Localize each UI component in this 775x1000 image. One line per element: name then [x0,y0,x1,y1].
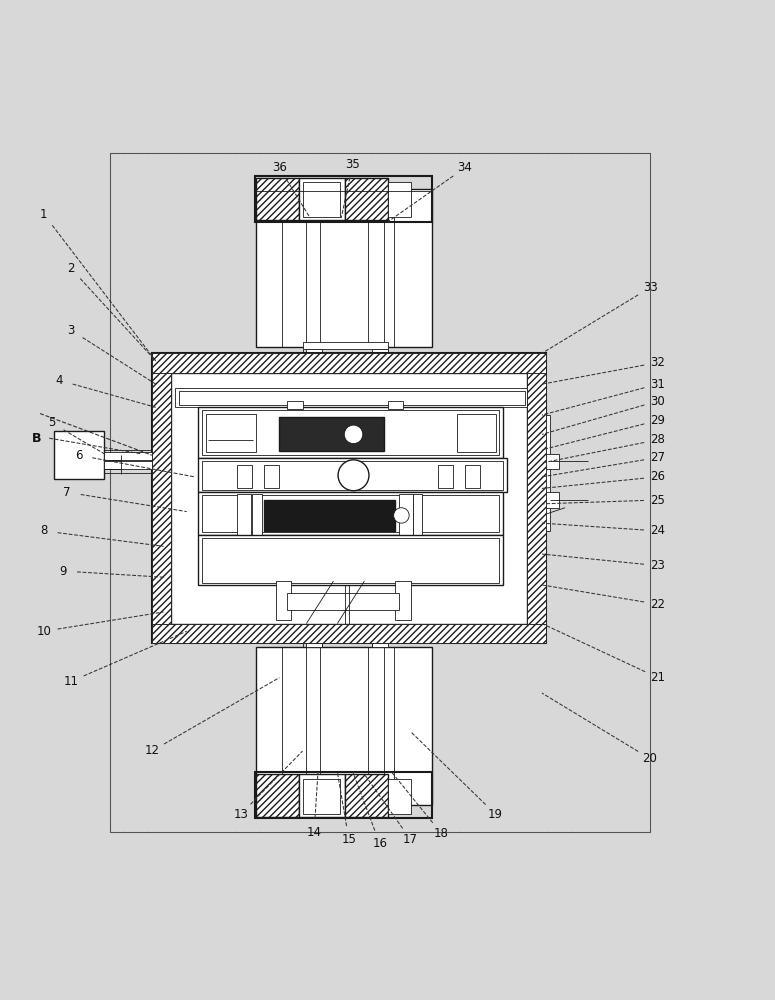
Text: 15: 15 [342,833,356,846]
Text: 1: 1 [40,208,47,221]
Text: 28: 28 [650,433,665,446]
Bar [202,461,503,490]
Bar [545,492,559,508]
Bar [306,593,322,647]
Circle shape [338,460,369,491]
Bar [298,178,345,220]
Bar [545,454,559,469]
Bar [202,410,499,455]
Text: 4: 4 [56,374,63,387]
Bar [152,373,171,624]
Text: 9: 9 [60,565,67,578]
Bar [276,581,291,620]
Bar [257,189,432,347]
Bar [345,178,388,220]
Bar [152,353,546,373]
Text: 14: 14 [307,826,322,839]
Text: 31: 31 [650,378,665,391]
Bar [540,415,549,531]
Bar [438,465,453,488]
Text: 27: 27 [650,451,665,464]
Bar [287,401,302,409]
Text: 36: 36 [272,161,287,174]
Text: 23: 23 [650,559,665,572]
Bar [152,624,546,643]
Bar [104,461,152,469]
Text: 12: 12 [144,744,160,757]
Bar [395,581,411,620]
Text: 5: 5 [48,416,55,429]
Text: 17: 17 [403,833,418,846]
Text: B: B [32,432,41,445]
Text: 34: 34 [457,161,472,174]
Bar [255,772,432,818]
Bar [206,414,257,452]
Bar [465,465,480,488]
Bar [198,458,507,492]
Bar [253,494,262,540]
Bar [237,465,253,488]
Text: 18: 18 [434,827,449,840]
Bar [388,779,411,814]
Text: 13: 13 [233,808,248,821]
Bar [237,494,251,540]
Text: 7: 7 [64,486,71,499]
Bar [372,349,388,407]
Bar [264,500,395,531]
Bar [109,153,650,832]
Bar [388,401,403,409]
Text: 22: 22 [650,598,665,611]
Text: 6: 6 [75,449,82,462]
Bar [152,353,546,643]
Bar [198,407,503,458]
Text: 21: 21 [650,671,665,684]
Circle shape [394,508,409,523]
Bar [264,465,280,488]
Bar [198,492,503,535]
Bar [306,349,322,407]
Bar [526,373,546,624]
Text: 19: 19 [488,808,503,821]
Bar [457,414,495,452]
Text: 16: 16 [372,837,388,850]
Bar [345,774,388,817]
Bar [302,342,388,349]
Text: 8: 8 [40,524,47,537]
Text: 20: 20 [642,752,657,765]
Bar [302,779,339,814]
Bar [257,178,298,220]
Text: 24: 24 [650,524,665,537]
Text: 33: 33 [642,281,657,294]
Text: 30: 30 [650,395,665,408]
Bar [257,647,432,805]
Circle shape [344,425,363,444]
Bar [302,182,339,217]
Bar [104,452,152,460]
Text: 3: 3 [67,324,74,337]
Bar [257,774,298,817]
Bar [179,391,525,405]
Text: 11: 11 [64,675,78,688]
Text: 26: 26 [650,470,665,483]
Bar [198,535,503,585]
Bar [372,593,388,647]
Bar [388,182,411,217]
Bar [202,538,499,583]
Bar [202,495,499,532]
Text: 10: 10 [36,625,51,638]
Bar [175,388,526,407]
Bar [54,431,104,479]
Bar [287,593,399,610]
Text: 29: 29 [650,414,665,427]
Text: 35: 35 [346,158,360,171]
Text: 2: 2 [67,262,74,275]
Bar [298,774,345,817]
Text: 32: 32 [650,356,665,369]
Bar [399,494,413,540]
Bar [280,417,384,451]
Bar [171,373,526,624]
Text: 25: 25 [650,494,665,507]
Bar [255,176,432,222]
Bar [413,494,422,540]
